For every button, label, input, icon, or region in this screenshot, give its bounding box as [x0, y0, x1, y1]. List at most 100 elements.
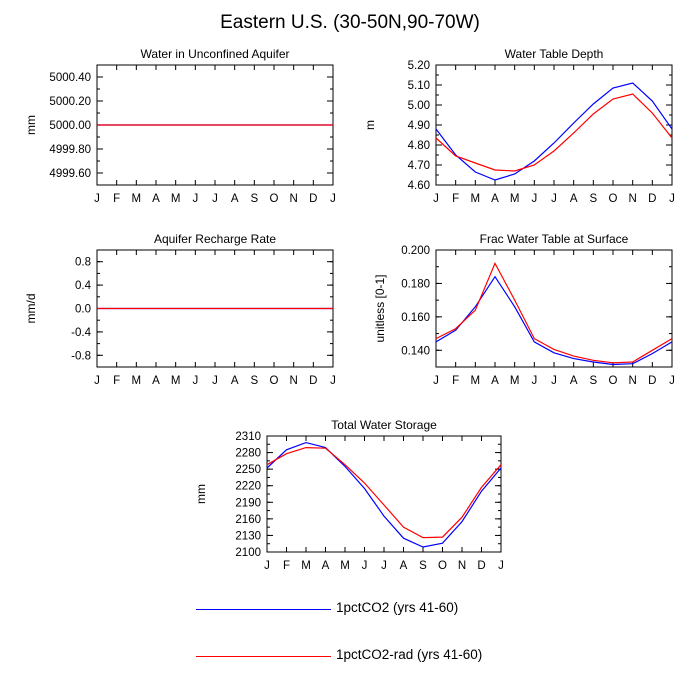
- legend-line-blue: [196, 609, 331, 610]
- x-tick-label: N: [290, 375, 298, 387]
- y-axis-label: mm/d: [24, 294, 38, 324]
- y-tick-label: 5.20: [408, 60, 430, 72]
- x-tick-label: J: [94, 375, 100, 387]
- y-tick-label: -0.4: [71, 327, 91, 339]
- x-tick-label: S: [589, 193, 597, 205]
- y-tick-label: 4.70: [408, 160, 430, 172]
- x-tick-label: N: [629, 375, 637, 387]
- y-tick-label: 0.180: [401, 278, 430, 290]
- legend-line-red: [196, 656, 331, 657]
- x-tick-label: F: [113, 375, 120, 387]
- panel-frame: [435, 64, 673, 186]
- x-tick-label: J: [498, 560, 504, 572]
- y-tick-label: 4999.80: [49, 144, 91, 156]
- x-tick-label: J: [212, 375, 218, 387]
- y-tick-label: 0.0: [75, 304, 91, 316]
- legend-item-1pctco2-rad: 1pctCO2-rad (yrs 41-60): [196, 647, 616, 667]
- x-tick-label: O: [270, 375, 279, 387]
- y-tick-label: 0.8: [75, 257, 91, 269]
- x-tick-label: D: [477, 560, 485, 572]
- panel-title: Total Water Storage: [331, 418, 437, 432]
- x-tick-label: J: [362, 560, 368, 572]
- x-tick-label: J: [192, 193, 198, 205]
- y-tick-label: 2130: [235, 530, 261, 542]
- x-tick-label: M: [471, 375, 481, 387]
- x-tick-label: J: [551, 193, 557, 205]
- x-tick-label: S: [419, 560, 427, 572]
- x-tick-label: M: [471, 193, 481, 205]
- panel-title: Aquifer Recharge Rate: [154, 232, 276, 246]
- y-tick-label: 0.140: [401, 345, 430, 357]
- x-tick-label: A: [231, 193, 239, 205]
- y-tick-label: 2160: [235, 514, 261, 526]
- x-tick-label: A: [491, 193, 499, 205]
- x-tick-label: M: [171, 375, 181, 387]
- y-tick-label: 5.00: [408, 100, 430, 112]
- y-tick-label: 5000.20: [49, 96, 91, 108]
- panel-title: Water in Unconfined Aquifer: [141, 47, 290, 61]
- y-tick-label: 2280: [235, 448, 261, 460]
- x-tick-label: J: [531, 193, 537, 205]
- x-tick-label: J: [330, 193, 336, 205]
- x-tick-label: A: [231, 375, 239, 387]
- y-tick-label: 5000.00: [49, 120, 91, 132]
- x-tick-label: N: [290, 193, 298, 205]
- x-tick-label: A: [400, 560, 408, 572]
- x-tick-label: A: [570, 193, 578, 205]
- x-tick-label: M: [132, 193, 142, 205]
- x-tick-label: D: [309, 193, 317, 205]
- series-line-1pctco2: [435, 275, 673, 366]
- x-tick-label: D: [648, 193, 656, 205]
- y-axis-label: mm: [194, 484, 208, 504]
- series-line-1pctco2-rad: [435, 262, 673, 364]
- x-tick-label: M: [340, 560, 350, 572]
- series-line-1pctco2: [435, 82, 673, 181]
- series-line-1pctco2-rad: [435, 93, 673, 172]
- y-tick-label: 2220: [235, 481, 261, 493]
- y-axis-label: unitless [0-1]: [373, 274, 387, 342]
- x-tick-label: S: [250, 375, 258, 387]
- series-line-1pctco2-rad: [266, 446, 502, 539]
- x-tick-label: A: [152, 193, 160, 205]
- x-tick-label: J: [192, 375, 198, 387]
- x-tick-label: J: [551, 375, 557, 387]
- x-tick-label: F: [283, 560, 290, 572]
- y-tick-label: 5000.40: [49, 72, 91, 84]
- y-tick-label: 4999.60: [49, 168, 91, 180]
- y-tick-label: 2100: [235, 547, 261, 559]
- x-tick-label: S: [589, 375, 597, 387]
- x-tick-label: J: [381, 560, 387, 572]
- x-tick-label: O: [609, 193, 618, 205]
- y-tick-label: 2250: [235, 464, 261, 476]
- x-tick-label: A: [322, 560, 330, 572]
- x-tick-label: N: [458, 560, 466, 572]
- panel-title: Water Table Depth: [505, 47, 604, 61]
- x-tick-label: J: [94, 193, 100, 205]
- y-tick-label: 0.4: [75, 280, 92, 292]
- y-tick-label: 4.80: [408, 140, 430, 152]
- legend-label: 1pctCO2 (yrs 41-60): [336, 600, 459, 615]
- series-line-1pctco2: [266, 441, 502, 548]
- x-tick-label: A: [152, 375, 160, 387]
- x-tick-label: J: [264, 560, 270, 572]
- x-tick-label: F: [113, 193, 120, 205]
- x-tick-label: N: [629, 193, 637, 205]
- y-tick-label: 2190: [235, 497, 261, 509]
- legend-label: 1pctCO2-rad (yrs 41-60): [336, 647, 483, 662]
- x-tick-label: M: [301, 560, 311, 572]
- x-tick-label: A: [570, 375, 578, 387]
- x-tick-label: M: [171, 193, 181, 205]
- x-tick-label: O: [270, 193, 279, 205]
- legend-item-1pctco2: 1pctCO2 (yrs 41-60): [196, 600, 616, 620]
- x-tick-label: M: [510, 375, 520, 387]
- x-tick-label: O: [609, 375, 618, 387]
- x-tick-label: A: [491, 375, 499, 387]
- y-tick-label: 5.10: [408, 80, 430, 92]
- y-tick-label: 2310: [235, 431, 261, 443]
- x-tick-label: J: [669, 193, 675, 205]
- x-tick-label: J: [433, 193, 439, 205]
- y-axis-label: m: [363, 120, 377, 130]
- y-axis-label: mm: [24, 115, 38, 135]
- x-tick-label: J: [212, 193, 218, 205]
